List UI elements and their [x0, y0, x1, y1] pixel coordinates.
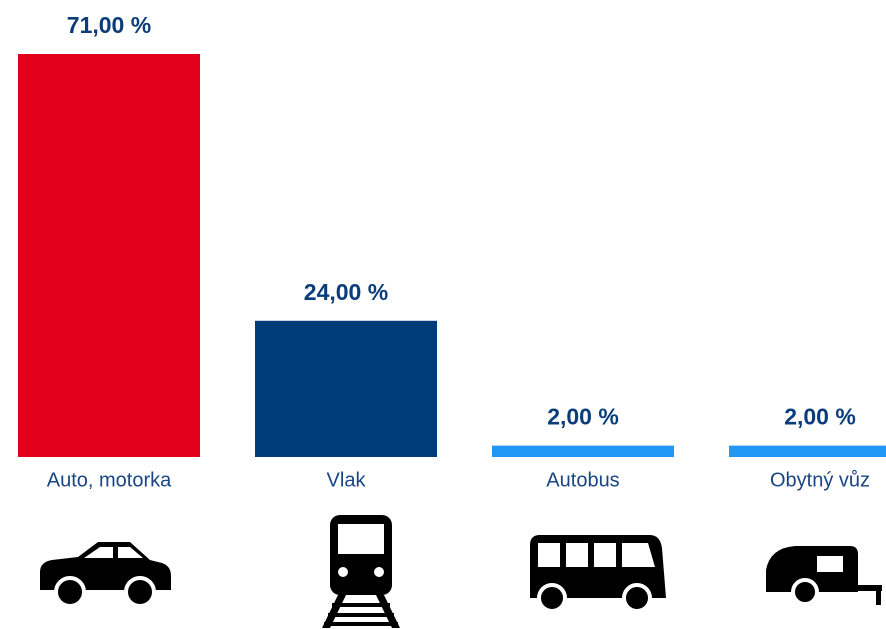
value-label: 2,00 % — [547, 404, 619, 430]
value-label: 2,00 % — [784, 404, 856, 430]
icons — [40, 515, 882, 628]
bar — [492, 445, 674, 457]
bar — [729, 445, 886, 457]
category-label: Vlak — [327, 469, 367, 491]
value-label: 71,00 % — [67, 12, 151, 38]
bar — [255, 320, 437, 457]
category-label: Obytný vůz — [770, 469, 870, 491]
category-label: Autobus — [546, 469, 619, 491]
category-label: Auto, motorka — [47, 469, 172, 491]
train-icon — [322, 515, 400, 628]
bus-icon — [530, 535, 666, 613]
value-label: 24,00 % — [304, 279, 388, 305]
bar — [18, 54, 200, 457]
caravan-icon — [766, 546, 882, 606]
car-icon — [40, 542, 171, 608]
